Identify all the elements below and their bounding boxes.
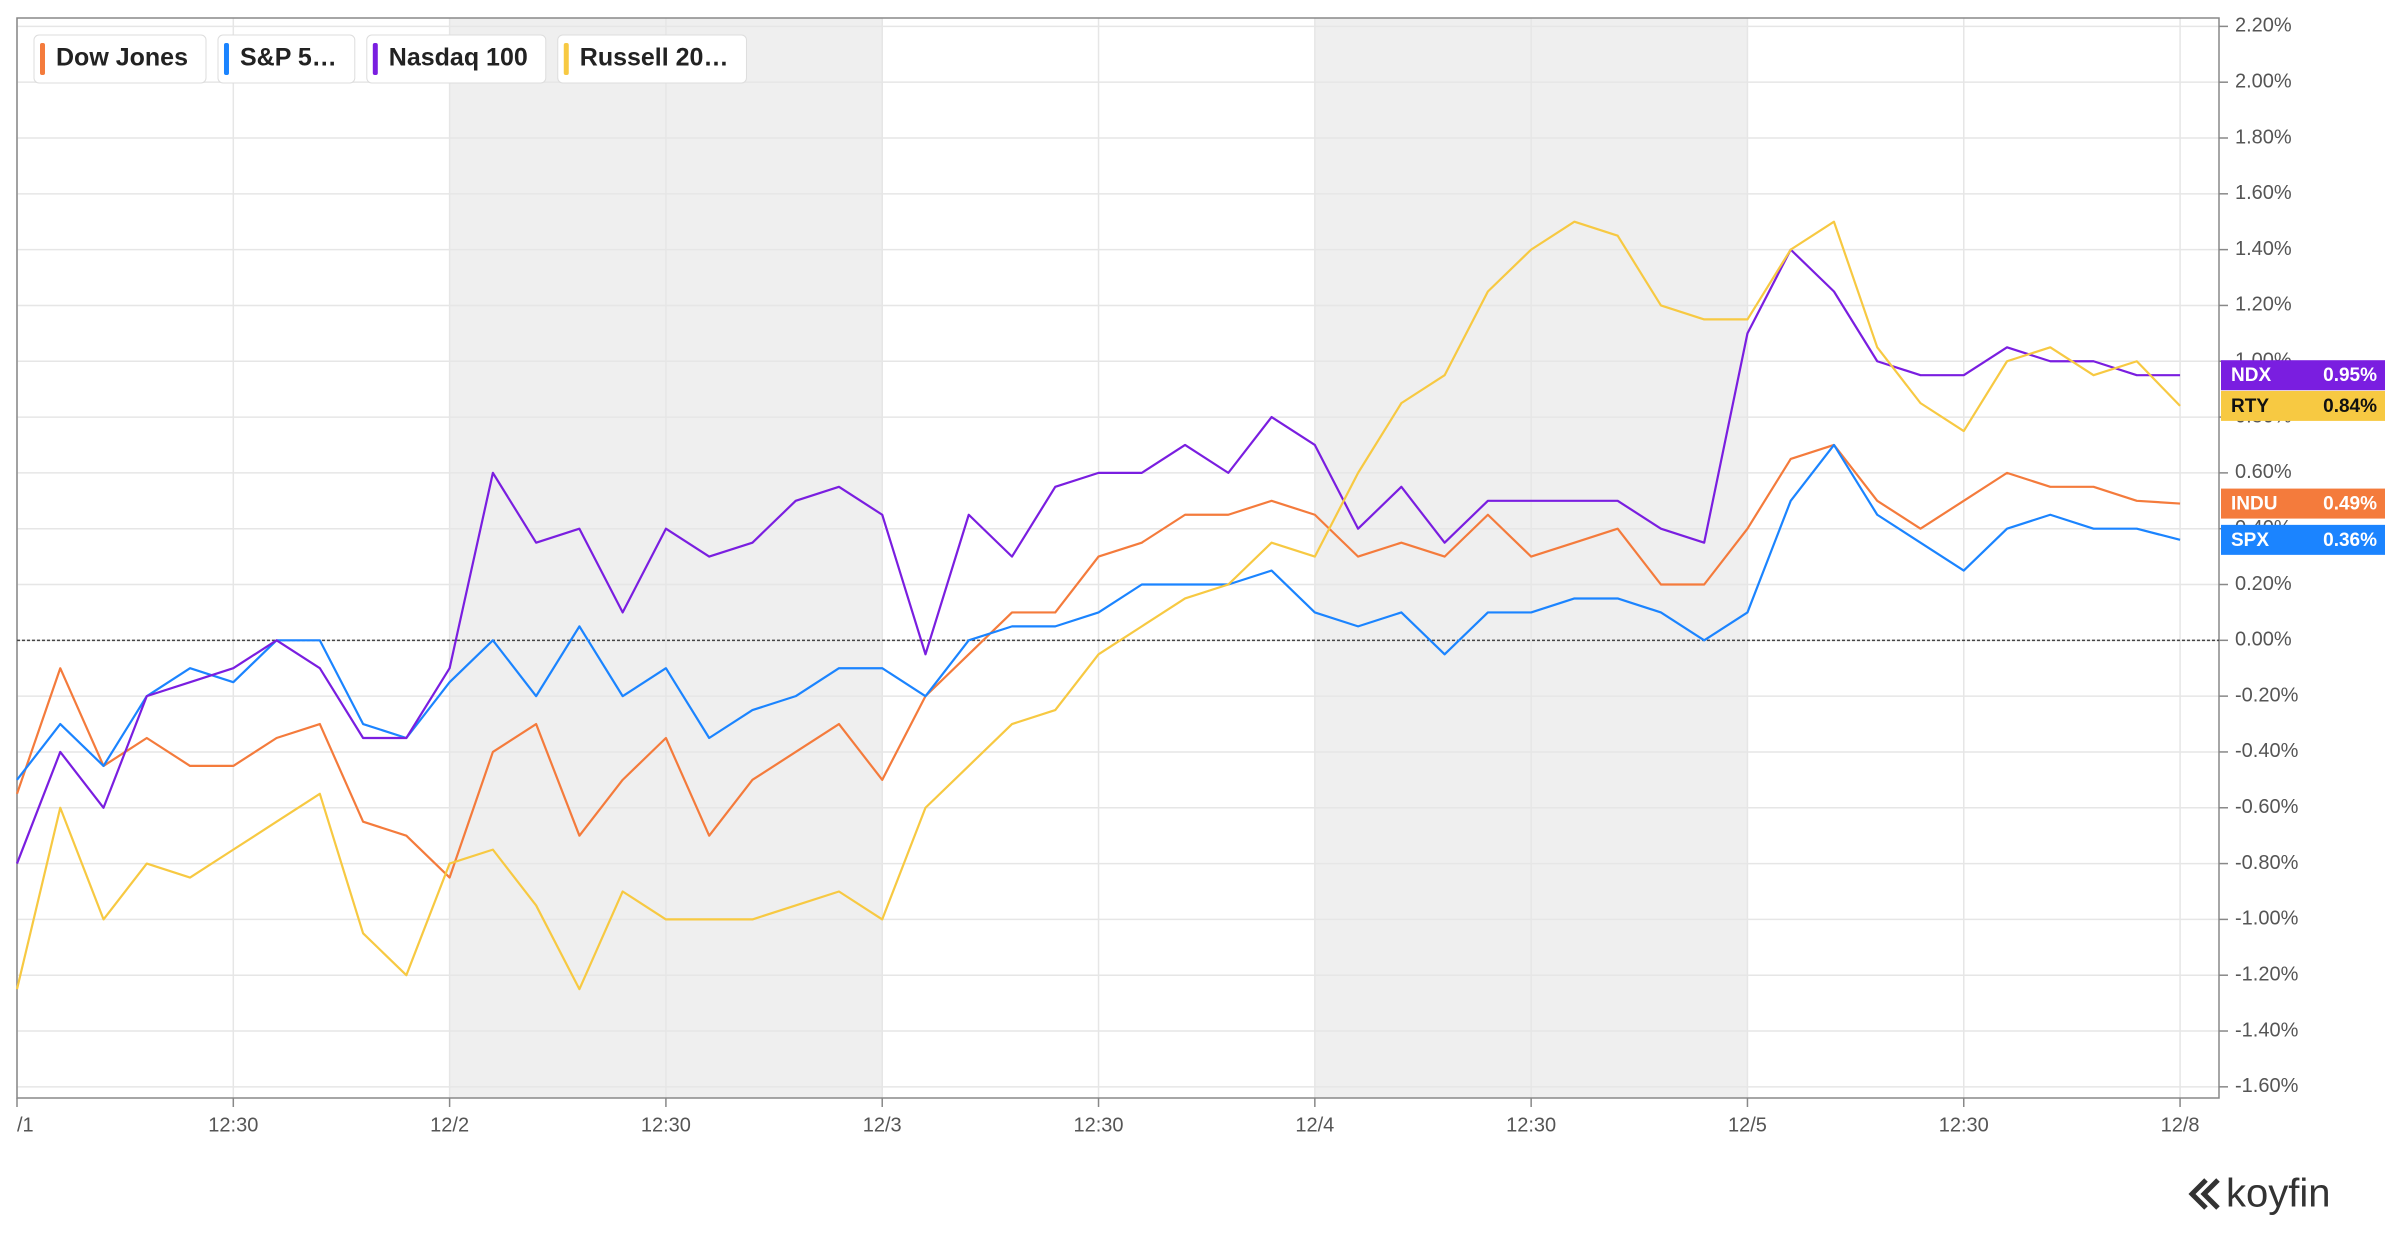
y-tick-label: -1.00% [2235, 908, 2299, 930]
x-tick-label: /1 [17, 1114, 34, 1136]
x-tick-label: 12:30 [1939, 1114, 1989, 1136]
x-tick-label: 12:30 [1506, 1114, 1556, 1136]
end-label-value: 0.84% [2323, 396, 2377, 417]
end-label: INDU 0.49% [2221, 488, 2385, 519]
series-line [16, 443, 2181, 781]
y-tick-label: 0.00% [2235, 629, 2292, 651]
y-tick-label: -0.80% [2235, 852, 2299, 874]
legend-label: S&P 5… [240, 44, 337, 72]
legend-label: Dow Jones [56, 44, 188, 72]
y-tick-label: 0.20% [2235, 573, 2292, 595]
legend-item: S&P 5… [217, 34, 356, 84]
y-tick-label: 1.60% [2235, 182, 2292, 204]
legend-item: Russell 20… [557, 34, 747, 84]
y-tick-label: 1.40% [2235, 238, 2292, 260]
y-tick-label: 1.20% [2235, 294, 2292, 316]
end-label: SPX 0.36% [2221, 524, 2385, 555]
y-tick-label: -1.40% [2235, 1019, 2299, 1041]
end-label-value: 0.49% [2323, 494, 2377, 515]
legend-box [33, 34, 207, 84]
end-label-box [2221, 390, 2385, 421]
end-label: RTY 0.84% [2221, 390, 2385, 421]
end-label-value: 0.36% [2323, 530, 2377, 551]
x-tick-label: 12/4 [1295, 1114, 1334, 1136]
end-label-value: 0.95% [2323, 365, 2377, 386]
x-tick-label: 12:30 [641, 1114, 691, 1136]
y-tick-label: -0.20% [2235, 684, 2299, 706]
y-tick-label: -0.60% [2235, 796, 2299, 818]
x-tick-label: 12/3 [863, 1114, 902, 1136]
legend-box [217, 34, 356, 84]
end-label-tag: SPX [2231, 530, 2269, 551]
series-line [15, 248, 2181, 864]
x-tick-label: 12/2 [430, 1114, 469, 1136]
x-tick-label: 12/5 [1728, 1114, 1767, 1136]
end-label-tag: RTY [2231, 396, 2269, 417]
x-tick-label: 12:30 [208, 1114, 258, 1136]
end-label: NDX 0.95% [2221, 360, 2385, 391]
legend-swatch [40, 43, 45, 75]
legend-box [557, 34, 747, 84]
legend-box [366, 34, 547, 84]
legend-swatch [372, 43, 378, 75]
x-tick-label: 12:30 [1074, 1114, 1124, 1136]
series-line [15, 443, 2181, 879]
legend-item: Dow Jones [33, 34, 207, 84]
legend-item: Nasdaq 100 [366, 34, 547, 84]
end-label-tag: INDU [2231, 494, 2277, 515]
y-tick-label: 2.20% [2235, 15, 2292, 37]
x-tick-label: 12/8 [2161, 1114, 2200, 1136]
series-line [15, 220, 2181, 991]
legend-label: Russell 20… [580, 44, 729, 72]
y-tick-label: 1.80% [2235, 126, 2292, 148]
y-tick-label: 2.00% [2235, 70, 2292, 92]
end-label-box [2221, 488, 2385, 519]
end-label-box [2221, 524, 2385, 555]
y-tick-label: 0.60% [2235, 461, 2292, 483]
logo: koyfin [2188, 1172, 2331, 1216]
y-tick-label: -1.20% [2235, 963, 2299, 985]
y-tick-label: -0.40% [2235, 740, 2299, 762]
legend-swatch [223, 43, 229, 75]
legend-swatch [563, 43, 569, 75]
legend-label: Nasdaq 100 [389, 44, 528, 72]
y-tick-label: -1.60% [2235, 1075, 2299, 1097]
logo-icon [2188, 1178, 2220, 1210]
end-label-tag: NDX [2231, 365, 2271, 386]
end-label-box [2221, 360, 2385, 391]
background [16, 18, 2219, 1098]
watermark: koyfin [2226, 1172, 2331, 1216]
plot-frame [16, 17, 2220, 1099]
